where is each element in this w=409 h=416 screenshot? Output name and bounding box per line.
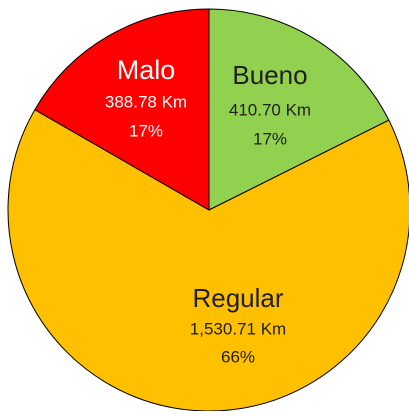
slice-percent-label: 17%	[253, 129, 287, 148]
slice-percent-label: 17%	[129, 121, 163, 140]
pie-slice	[34, 8, 210, 211]
slice-value-label: 1,530.71 Km	[190, 319, 286, 338]
slice-label: Regular	[192, 283, 283, 313]
slice-percent-label: 66%	[221, 347, 255, 366]
slice-label: Malo	[117, 55, 176, 85]
slice-value-label: 410.70 Km	[229, 100, 311, 119]
slice-value-label: 388.78 Km	[105, 92, 187, 111]
slice-label: Bueno	[232, 60, 307, 90]
pie-slice	[208, 8, 390, 211]
